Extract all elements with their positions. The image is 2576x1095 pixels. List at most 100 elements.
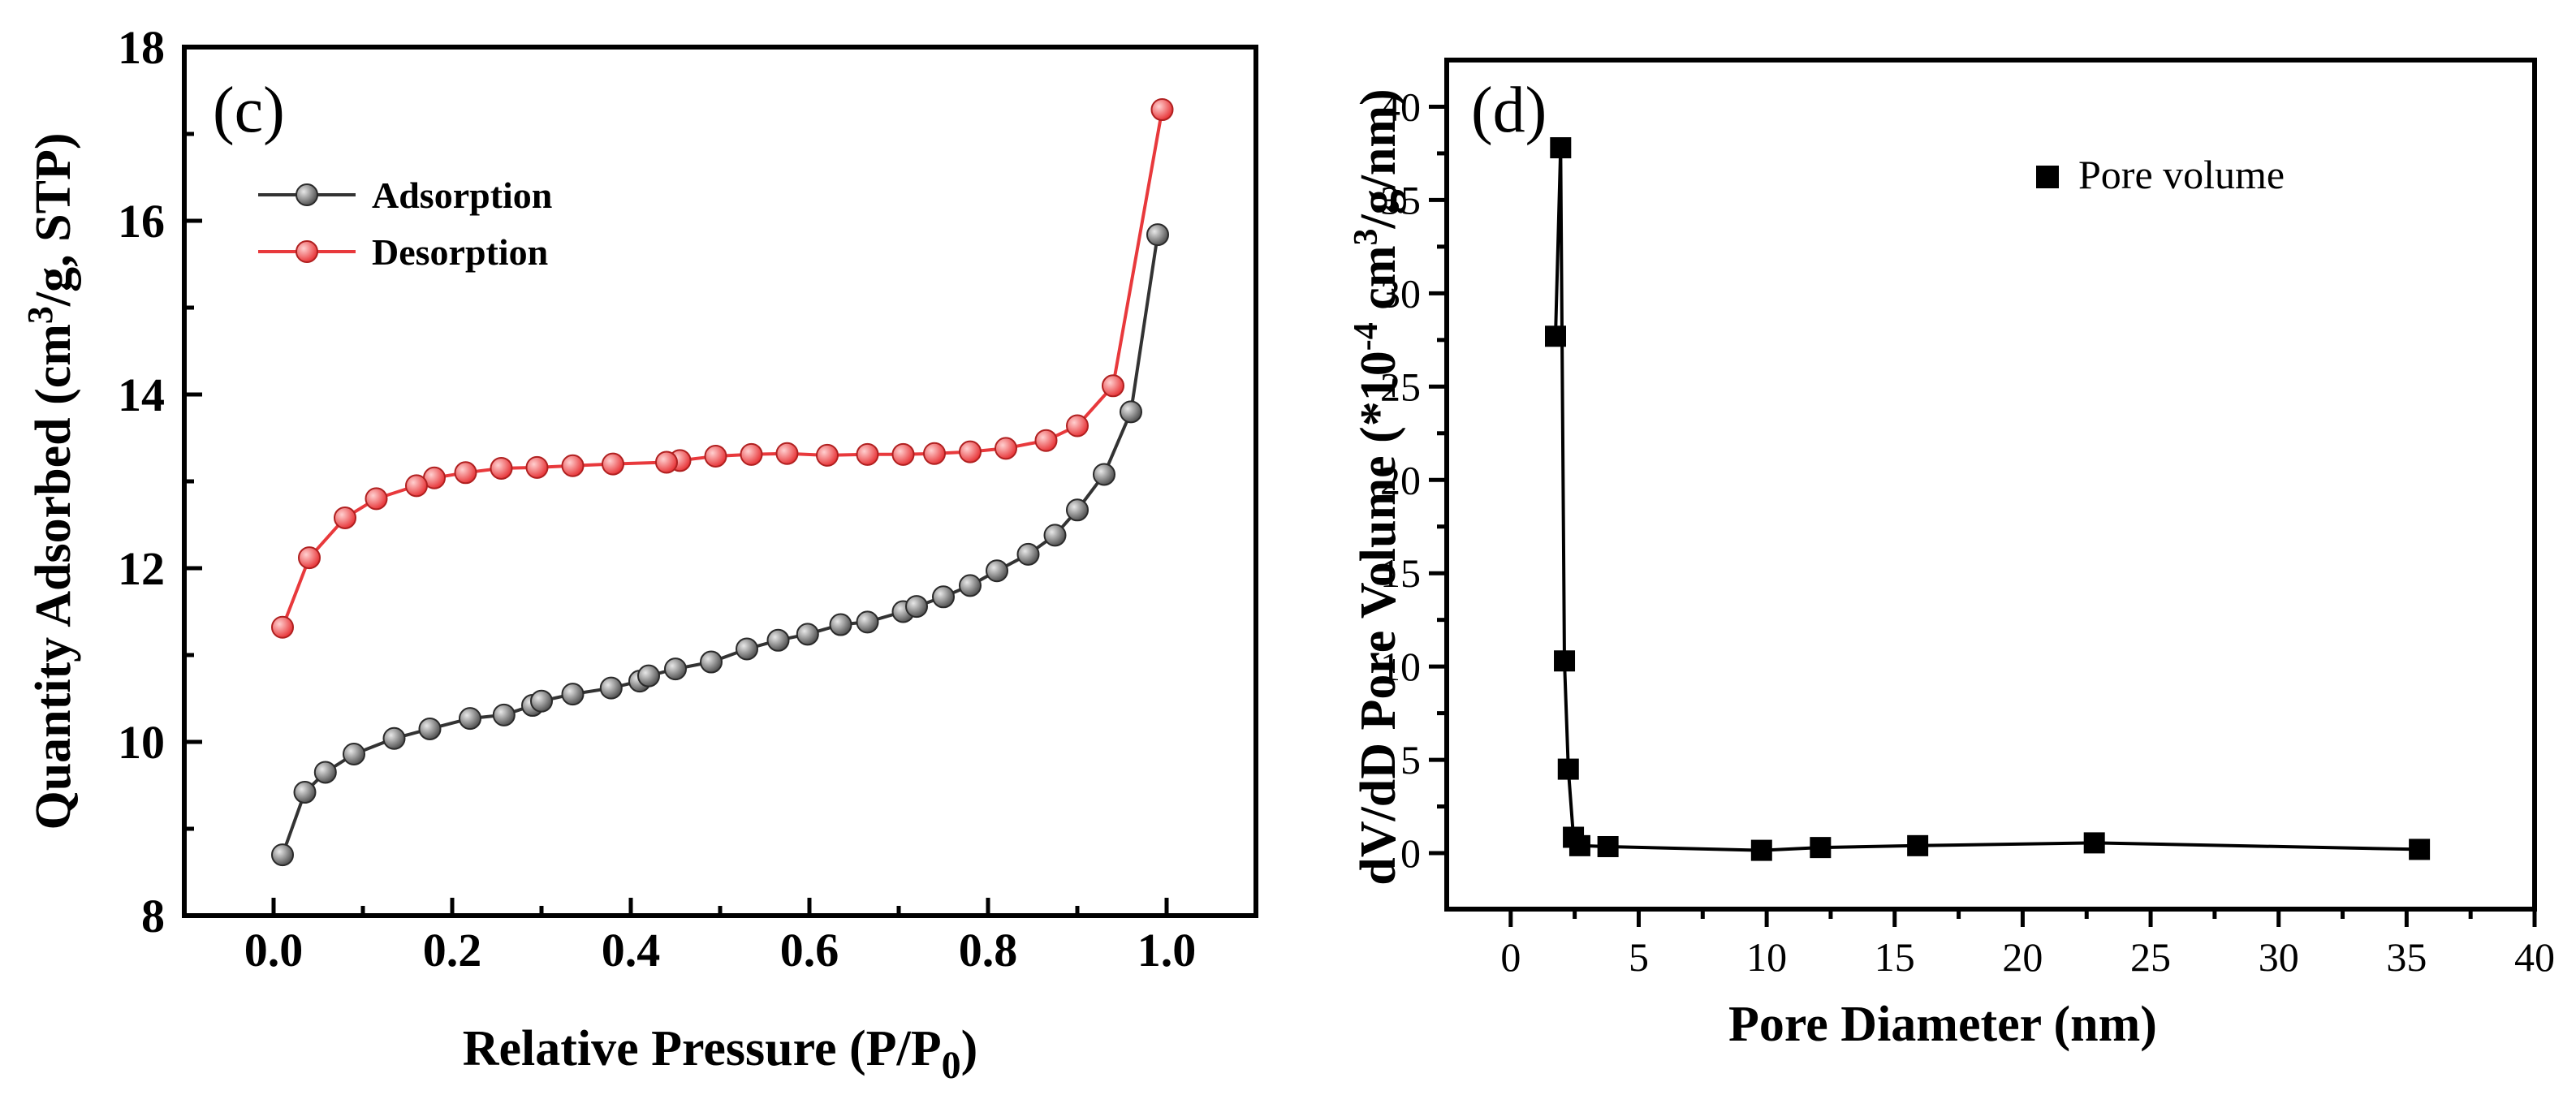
point-adsorption-18 [796,623,819,646]
series-group-d [1545,137,2431,861]
point-adsorption-2 [313,761,337,784]
point-adsorption-13 [637,664,660,688]
x-tick-label-d-4: 20 [2002,934,2043,980]
point-adsorption-5 [418,717,442,740]
point-desorption-22 [365,487,388,511]
x-tick-label-d-6: 30 [2259,934,2299,980]
point-adsorption-14 [664,657,687,681]
point-pore-volume-7 [1750,839,1772,861]
x-tick-label-d-2: 10 [1746,934,1787,980]
legend-marker-adsorption [296,183,318,206]
y-axis-title-c-main: Quantity Adsorbed (cm [26,324,81,830]
y-tick-label-c-0: 8 [141,890,165,942]
point-desorption-25 [271,615,294,639]
y-axis-title-d-sup2: 3 [1348,229,1385,246]
point-adsorption-11 [599,676,623,700]
y-tick-label-c-3: 14 [118,369,165,421]
x-axis-title-d: Pore Diameter (nm) [1728,997,2157,1052]
point-pore-volume-6 [1597,835,1619,857]
y-tick-label-c-4: 16 [118,195,165,248]
legend-label-pore-volume: Pore volume [2078,152,2285,197]
point-adsorption-28 [1066,498,1089,522]
x-tick-label-c-2: 0.4 [602,924,661,976]
point-desorption-24 [298,546,321,570]
y-axis-title-d-end: /g/nm) [1351,88,1406,229]
point-desorption-0 [1150,98,1174,122]
legend-marker-pore-volume [2036,166,2059,188]
y-axis-title-c-end: /g, STP) [26,132,81,307]
point-desorption-8 [856,442,879,466]
legend-marker-desorption [296,240,318,263]
point-pore-volume-5 [1568,834,1590,856]
y-tick-label-c-1: 10 [118,716,165,769]
y-tick-label-d-3: 15 [1380,550,1421,596]
x-tick-label-d-7: 35 [2386,934,2427,980]
panel-label-c: (c) [213,75,285,146]
point-adsorption-27 [1043,524,1067,547]
x-tick-label-c-0: 0.0 [244,924,304,976]
point-adsorption-26 [1016,542,1040,566]
point-desorption-3 [1034,429,1058,452]
axis-ticks-d: 0 5 10 15 20 25 30 35 40 0 5 10 15 20 25 30 35 40 [1380,84,2555,980]
point-pore-volume-0 [1545,325,1566,347]
point-pore-volume-3 [1557,758,1579,780]
point-adsorption-6 [459,707,481,731]
point-desorption-12 [704,444,727,468]
legend-c: Adsorption Desorption [258,175,552,273]
axis-ticks-c: 0.0 0.2 0.4 0.6 0.8 1.0 8 10 12 14 16 18 [118,21,1196,976]
point-desorption-21 [405,474,428,498]
x-axis-title-c-end: ) [961,1021,978,1076]
panel-label-d: (d) [1471,75,1547,146]
point-adsorption-22 [905,595,928,619]
x-tick-label-d-8: 40 [2514,934,2555,980]
x-tick-label-d-3: 15 [1875,934,1915,980]
point-desorption-6 [923,442,946,465]
point-adsorption-24 [959,574,982,597]
point-desorption-1 [1102,374,1124,398]
x-tick-label-c-3: 0.6 [780,924,839,976]
isotherm-chart: 0.0 0.2 0.4 0.6 0.8 1.0 8 10 12 14 16 18 (c) Adsorp… [20,21,1258,1087]
point-adsorption-16 [736,637,758,661]
point-desorption-10 [775,442,799,465]
y-tick-label-d-7: 35 [1380,177,1421,222]
point-desorption-4 [995,437,1017,460]
point-pore-volume-2 [1554,650,1576,672]
y-axis-title-d: dV/dD Pore Volume (*10-4 cm3/g/nm) [1348,88,1406,885]
point-adsorption-10 [561,683,585,706]
point-pore-volume-11 [2409,838,2431,860]
y-tick-label-d-5: 25 [1380,364,1421,409]
y-axis-title-d-main: dV/dD Pore Volume (*10 [1351,351,1406,886]
point-adsorption-3 [343,742,365,765]
point-pore-volume-8 [1810,837,1832,859]
y-axis-title-c: Quantity Adsorbed (cm3/g, STP) [20,132,81,830]
y-tick-label-d-4: 20 [1380,457,1421,502]
legend-label-desorption: Desorption [372,231,548,273]
point-adsorption-9 [530,689,553,713]
x-tick-label-d-5: 25 [2130,934,2171,980]
point-adsorption-4 [382,726,406,750]
point-desorption-23 [334,506,356,529]
y-tick-label-d-2: 10 [1380,644,1421,689]
series-group-c [271,98,1174,867]
point-desorption-14 [655,451,678,474]
point-desorption-2 [1066,414,1089,438]
point-desorption-19 [454,461,477,485]
y-axis-title-c-sup: 3 [20,306,60,324]
point-adsorption-19 [829,613,852,636]
point-pore-volume-10 [2083,832,2105,854]
plot-frame-d [1444,58,2537,912]
point-adsorption-17 [766,628,790,652]
point-pore-volume-9 [1907,834,1929,856]
x-axis-title-c-sub: 0 [942,1044,961,1087]
point-desorption-9 [816,443,839,467]
point-adsorption-0 [271,843,294,867]
point-adsorption-23 [932,585,955,609]
point-desorption-16 [561,454,585,477]
x-tick-label-c-4: 0.8 [959,924,1018,976]
point-adsorption-30 [1120,400,1142,424]
y-axis-title-d-mid: cm [1351,246,1406,323]
x-tick-label-c-1: 0.2 [423,924,482,976]
y-tick-label-d-6: 30 [1380,270,1421,316]
x-axis-title-c-main: Relative Pressure (P/P [463,1021,942,1076]
point-pore-volume-1 [1550,137,1572,159]
